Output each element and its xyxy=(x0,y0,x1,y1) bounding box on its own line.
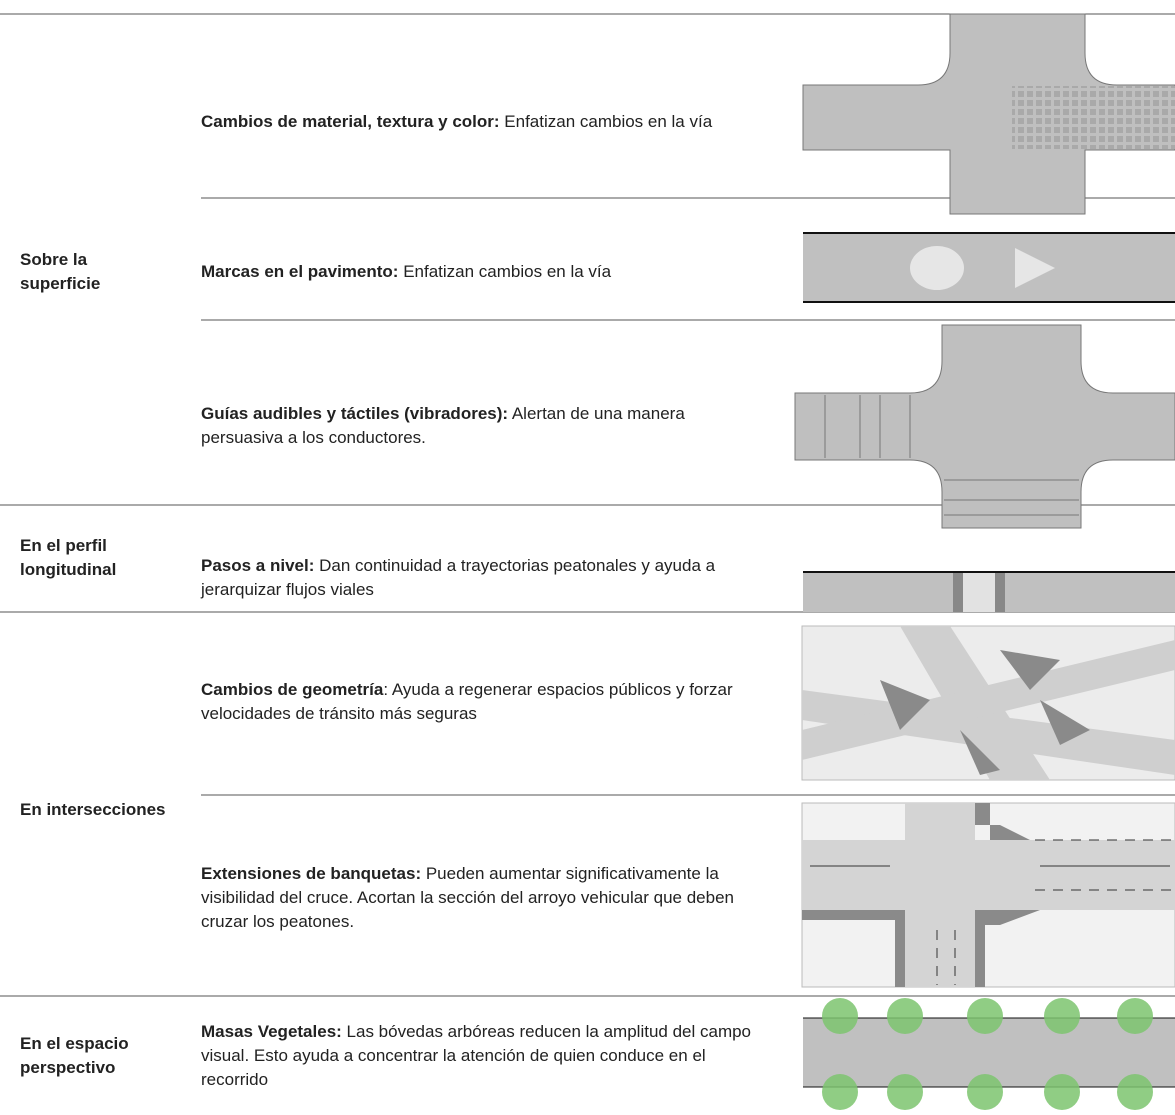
illustration xyxy=(801,625,1175,781)
term: Pasos a nivel: xyxy=(201,556,315,575)
description: : Ayuda a regenerar espacios públicos y … xyxy=(201,680,733,723)
group-label: En el espacio perspectivo xyxy=(20,1034,129,1077)
row-text: Cambios de material, textura y color: En… xyxy=(201,110,771,134)
description: Enfatizan cambios en la vía xyxy=(398,262,612,281)
illustration xyxy=(803,998,1175,1110)
row-text: Marcas en el pavimento: Enfatizan cambio… xyxy=(201,260,771,284)
group-label: En intersecciones xyxy=(20,800,166,819)
term: Masas Vegetales: xyxy=(201,1022,342,1041)
term: Marcas en el pavimento: xyxy=(201,262,399,281)
illustration xyxy=(803,232,1175,303)
group-label: Sobre la superficie xyxy=(20,250,101,293)
illustration xyxy=(803,571,1175,612)
illustration xyxy=(801,802,1175,988)
description: Enfatizan cambios en la vía xyxy=(499,112,713,131)
row-text: Masas Vegetales: Las bóvedas arbóreas re… xyxy=(201,1020,771,1092)
description: Las bóvedas arbóreas reducen la amplitud… xyxy=(201,1022,752,1089)
term: Guías audibles y táctiles (vibradores): xyxy=(201,404,509,423)
row-text: Cambios de geometría: Ayuda a regenerar … xyxy=(201,678,771,726)
row-text: Extensiones de banquetas: Pueden aumenta… xyxy=(201,862,771,934)
description: Alertan de una manera persuasiva a los c… xyxy=(201,404,685,447)
illustration xyxy=(802,13,1175,215)
row-text: Guías audibles y táctiles (vibradores): … xyxy=(201,402,771,450)
illustration xyxy=(794,324,1175,529)
description: Dan continuidad a trayectorias peatonale… xyxy=(201,556,716,599)
term: Extensiones de banquetas: xyxy=(201,864,422,883)
term: Cambios de geometría xyxy=(201,680,384,699)
description: Pueden aumentar significativamente la vi… xyxy=(201,864,734,931)
term: Cambios de material, textura y color: xyxy=(201,112,500,131)
row-text: Pasos a nivel: Dan continuidad a trayect… xyxy=(201,554,771,602)
group-label: En el perfil longitudinal xyxy=(20,536,117,579)
